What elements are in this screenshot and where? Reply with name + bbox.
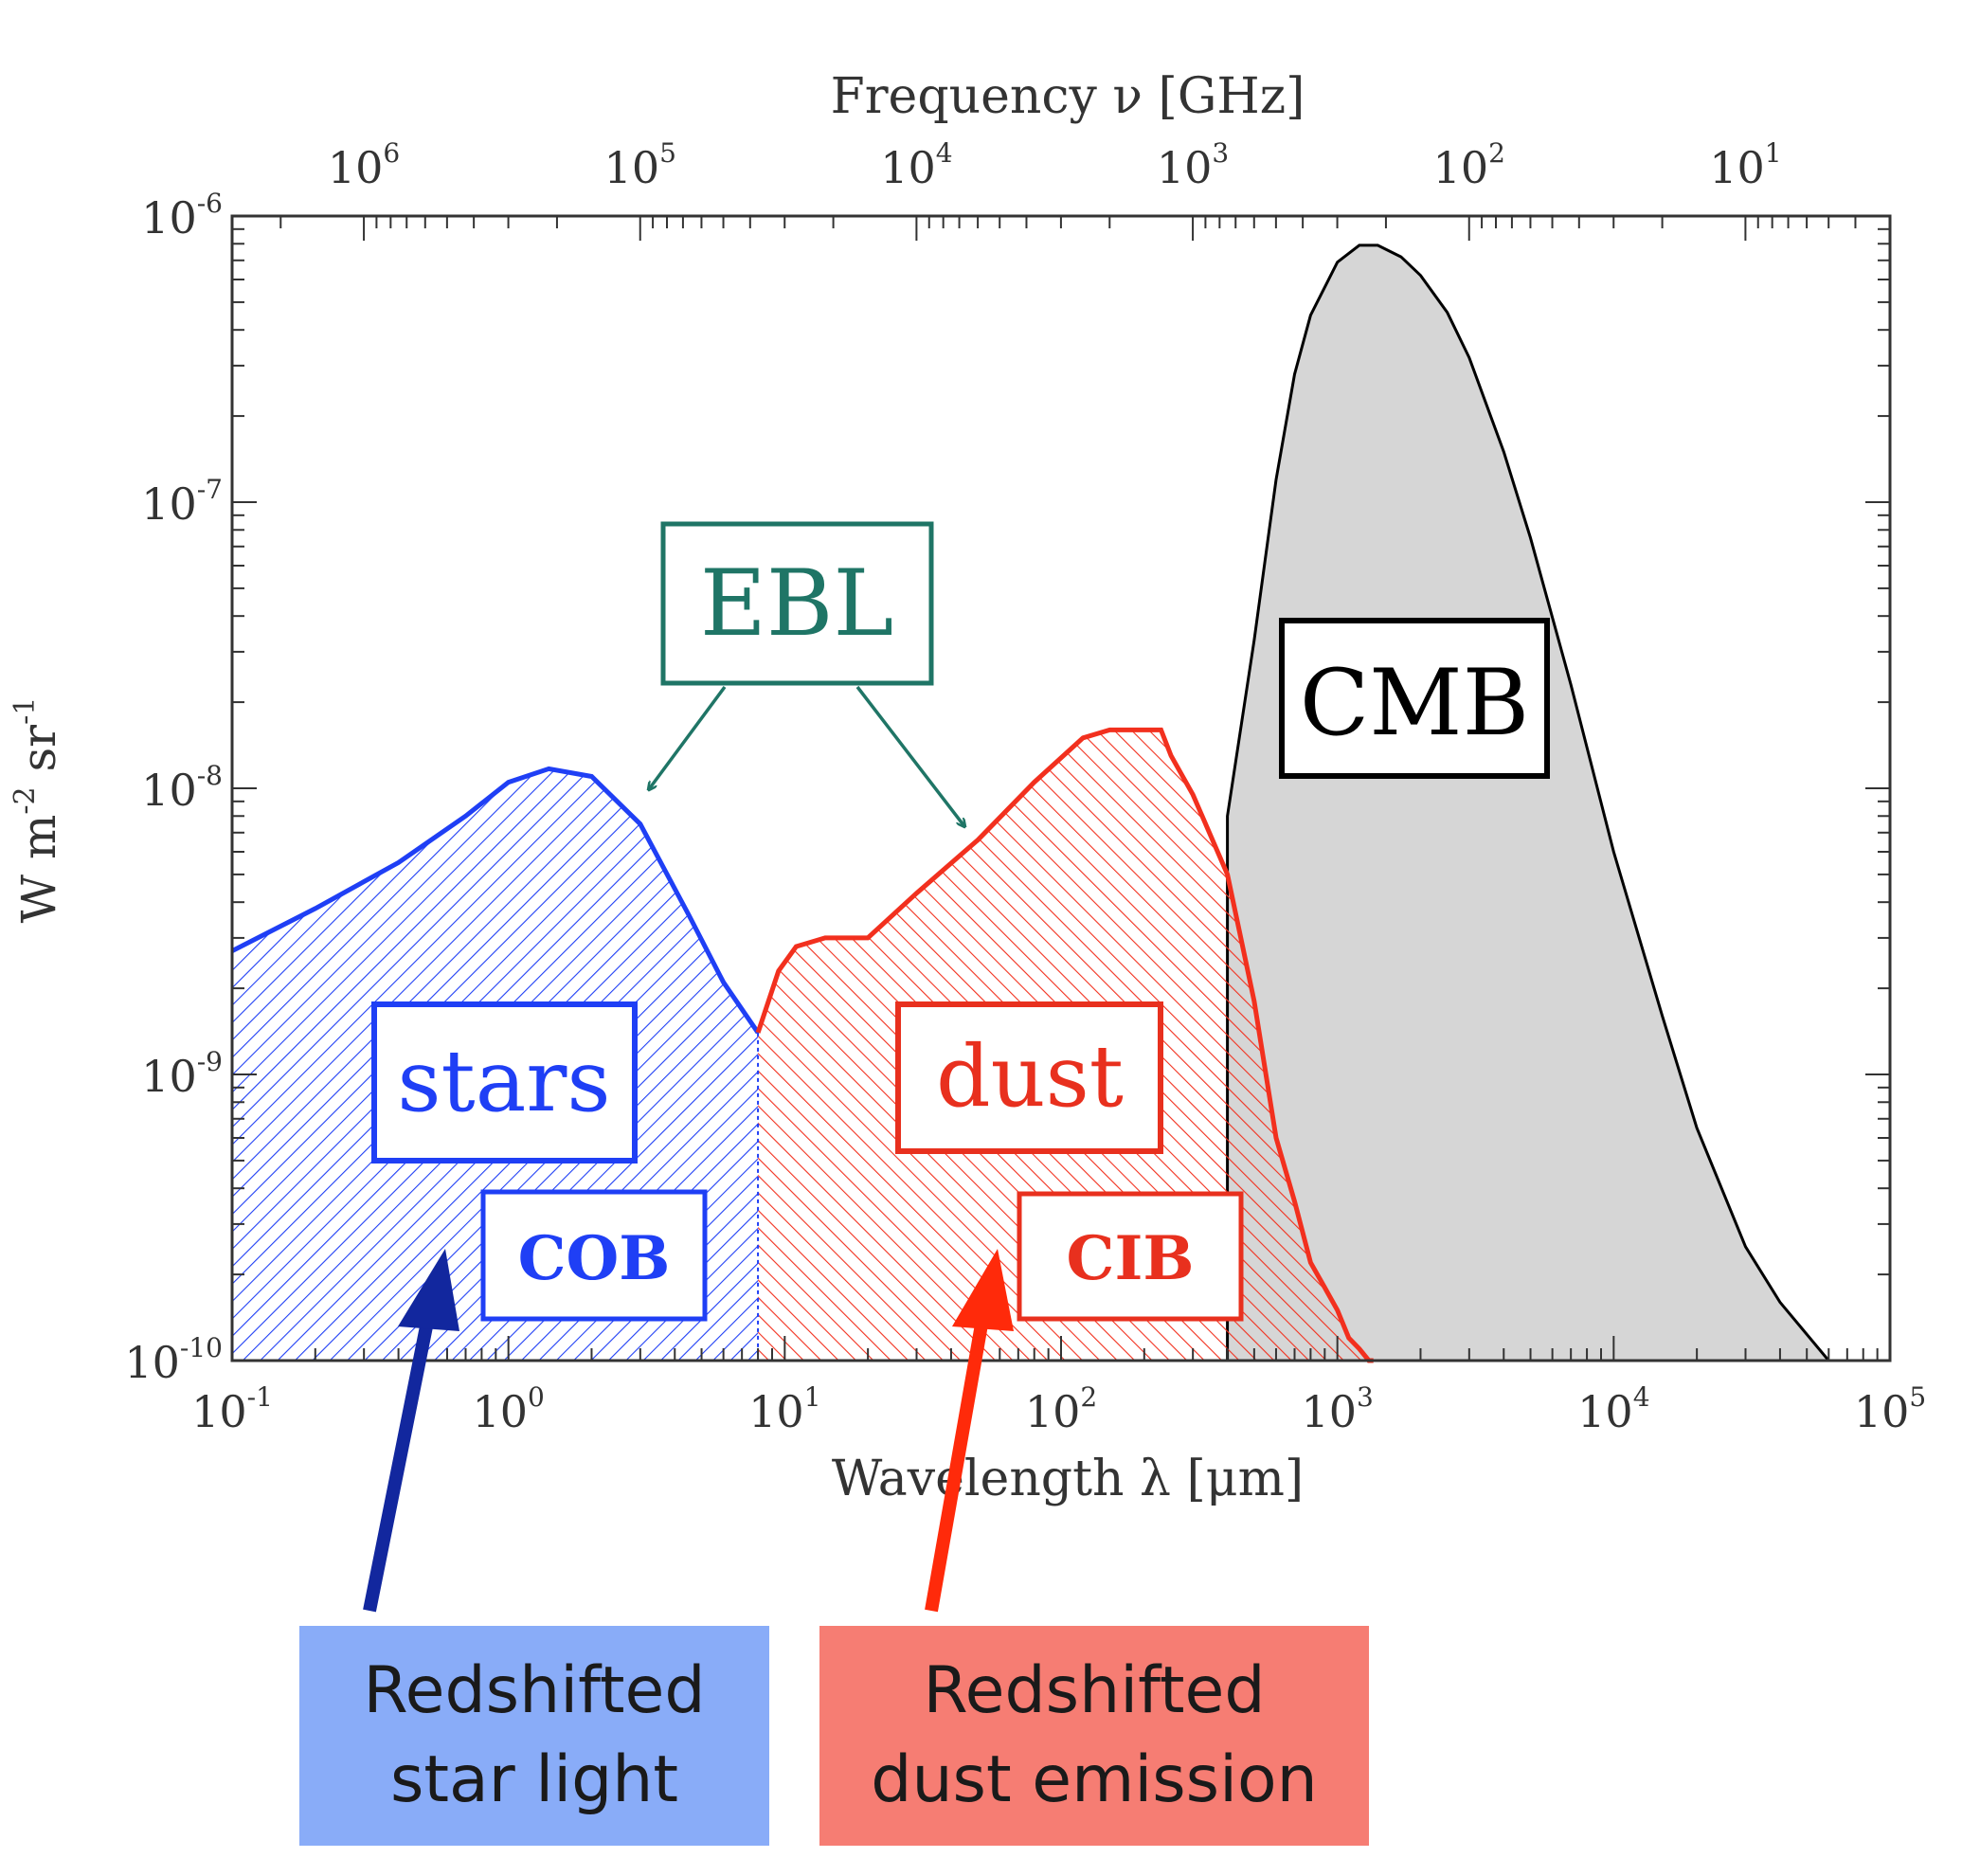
- ebl-arrow-right: [855, 685, 964, 826]
- stars-note-line-1: Redshifted: [363, 1653, 706, 1728]
- y-tick-label: 10-9: [141, 1046, 223, 1102]
- cib-box: [1017, 1191, 1244, 1322]
- dust-note-line-1: Redshifted: [923, 1653, 1266, 1728]
- dust-note-arrow: [925, 1301, 992, 1613]
- cob-label: COB: [518, 1223, 671, 1294]
- cob-box: [480, 1189, 708, 1322]
- stars-note-line-2: star light: [389, 1742, 679, 1817]
- x-tick-label: 104: [1577, 1381, 1649, 1437]
- ebl-label: EBL: [700, 550, 893, 657]
- x2-tick-labels: 106 105 104 103 102 101: [328, 137, 1782, 193]
- y-tick-label: 10-6: [141, 188, 223, 244]
- x2-tick-label: 105: [604, 137, 676, 193]
- ebl-box: [660, 521, 934, 686]
- x2-tick-label: 106: [328, 137, 400, 193]
- x-tick-labels: 10-1 100 101 102 103 104 105: [191, 1381, 1926, 1437]
- dust-box: [895, 1001, 1163, 1154]
- stars-note-arrow: [363, 1301, 438, 1613]
- x-tick-label: 102: [1025, 1381, 1097, 1437]
- x-axis-label: Wavelength λ [μm]: [832, 1451, 1304, 1507]
- x2-tick-label: 104: [880, 137, 952, 193]
- x2-tick-label: 103: [1157, 137, 1229, 193]
- dust-curve-line: [755, 727, 1374, 1363]
- stars-label: stars: [397, 1032, 610, 1131]
- dust-note-line-2: dust emission: [871, 1742, 1318, 1817]
- stars-note-arrowhead: [398, 1249, 459, 1331]
- cmb-label: CMB: [1300, 650, 1529, 756]
- x-tick-label: 105: [1854, 1381, 1926, 1437]
- cib-label: CIB: [1067, 1223, 1195, 1294]
- ebl-arrow-left: [649, 685, 727, 789]
- x-tick-label: 101: [748, 1381, 820, 1437]
- x2-tick-label: 101: [1709, 137, 1781, 193]
- axis-ticks: [231, 216, 1891, 1362]
- dust-note: Redshifted dust emission: [819, 1626, 1369, 1846]
- y-tick-label: 10-8: [141, 760, 223, 816]
- y-tick-label: 10-7: [141, 474, 223, 530]
- dust-label: dust: [936, 1027, 1124, 1127]
- x-tick-label: 103: [1301, 1381, 1373, 1437]
- x2-axis-label: Frequency ν [GHz]: [831, 68, 1305, 125]
- cmb-box: [1279, 618, 1550, 779]
- x-tick-label: 10-1: [191, 1381, 273, 1437]
- x-tick-label: 100: [472, 1381, 544, 1437]
- y-tick-label: 10-10: [124, 1332, 223, 1388]
- stars-note: Redshifted star light: [299, 1626, 769, 1846]
- cmb-curve: [1226, 244, 1832, 1362]
- y-axis-label: W m-2 sr-1: [9, 697, 66, 924]
- dust-note-arrowhead: [952, 1249, 1014, 1331]
- y-tick-labels: 10-10 10-9 10-8 10-7 10-6: [124, 188, 223, 1388]
- stars-curve-line: [230, 766, 761, 1035]
- x2-tick-label: 102: [1433, 137, 1505, 193]
- stars-box: [371, 1001, 638, 1163]
